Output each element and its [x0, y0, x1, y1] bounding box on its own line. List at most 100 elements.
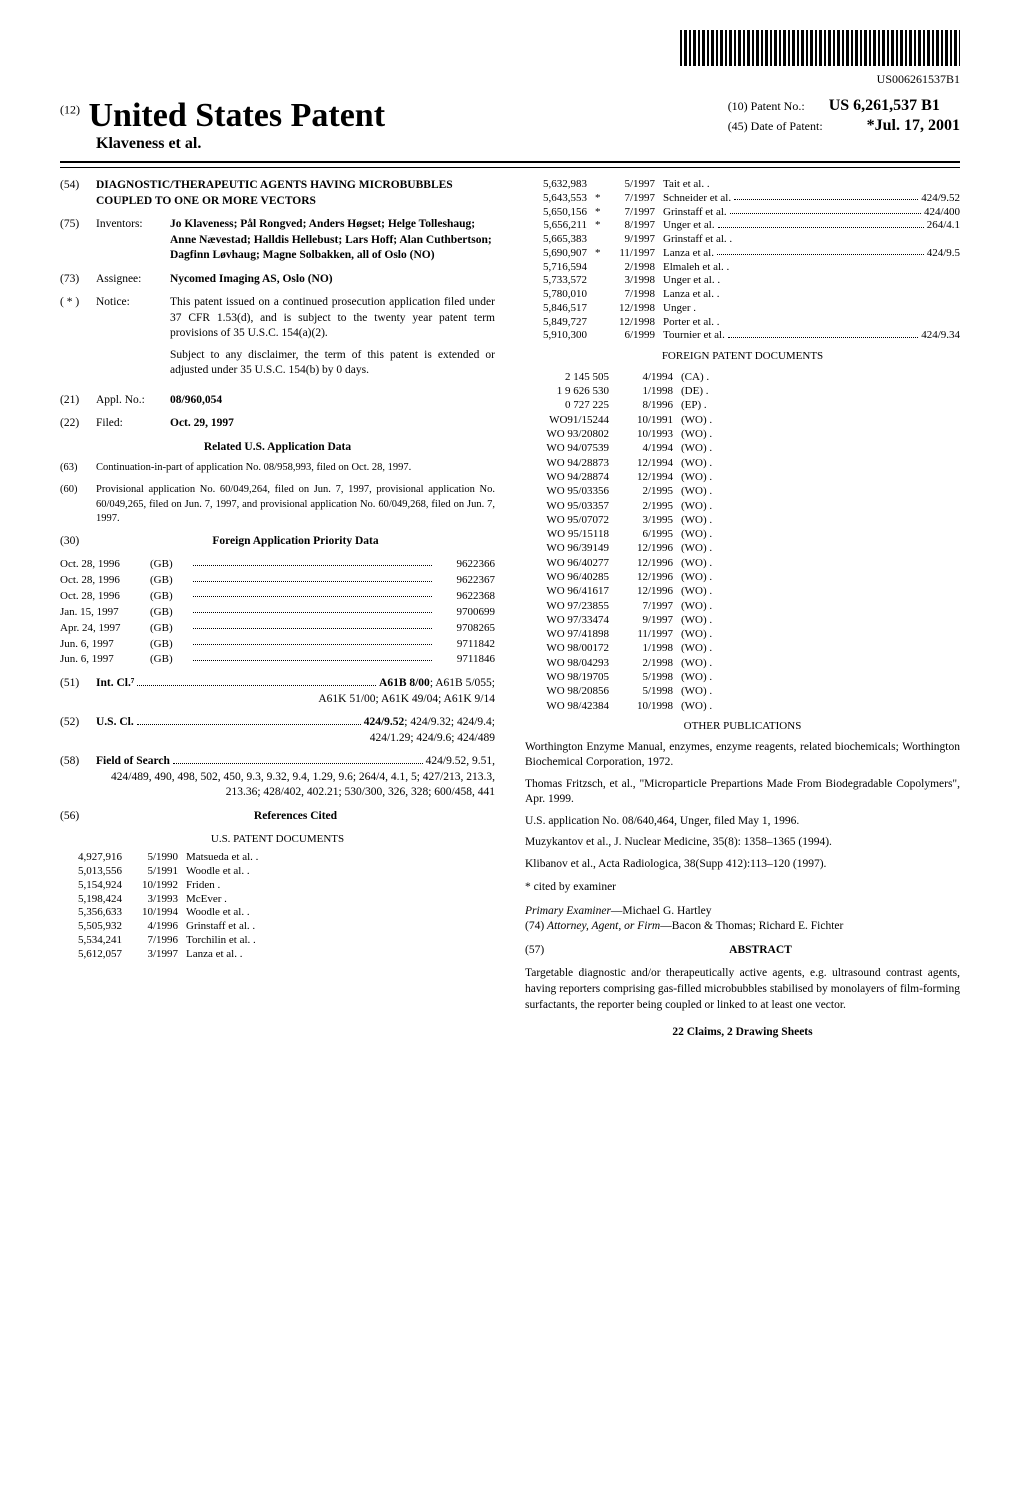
field-main: 424/9.52, 9.51, [426, 754, 495, 770]
ref-asterisk: * [595, 192, 607, 206]
intcl-rest-inline: ; A61B 5/055; [430, 676, 495, 692]
foreign-patent-row: WO91/1524410/1991(WO) . [525, 413, 960, 427]
right-header: (10) Patent No.: US 6,261,537 B1 (45) Da… [728, 97, 960, 137]
patent-ref-row: 5,733,5723/1998Unger et al. . [525, 274, 960, 288]
fp-num: (30) [60, 534, 96, 550]
abstract-text: Targetable diagnostic and/or therapeutic… [525, 966, 960, 1013]
ref-name: Porter et al. . [663, 316, 960, 330]
ref-date: 8/1997 [607, 219, 663, 233]
ref-date: 7/1998 [607, 288, 663, 302]
fpat-cc: (WO) . [681, 513, 960, 527]
other-pubs-title: OTHER PUBLICATIONS [525, 719, 960, 734]
assignee-name: Nycomed Imaging AS, Oslo (NO) [170, 273, 333, 285]
header-row: (12) United States Patent Klaveness et a… [60, 97, 960, 153]
filed-val: Oct. 29, 1997 [170, 416, 495, 432]
ref-name: Woodle et al. . [186, 865, 495, 879]
notice-para1: This patent issued on a continued prosec… [170, 295, 495, 342]
notice-para2: Subject to any disclaimer, the term of t… [170, 348, 495, 379]
fpat-num: WO 95/15118 [525, 527, 625, 541]
fpat-cc: (DE) . [681, 384, 960, 398]
fpat-cc: (WO) . [681, 441, 960, 455]
fpat-cc: (WO) . [681, 699, 960, 713]
ref-name: Grinstaff et al.424/400 [663, 206, 960, 220]
dots [193, 652, 432, 660]
ref-asterisk [595, 274, 607, 288]
field-content: Field of Search 424/9.52, 9.51, 424/489,… [96, 754, 495, 801]
fp-cc: (GB) [150, 573, 190, 588]
intcl-content: Int. Cl.⁷ A61B 8/00; A61B 5/055; A61K 51… [96, 676, 495, 707]
ref-name: Tournier et al.424/9.34 [663, 329, 960, 343]
ref-asterisk: * [595, 206, 607, 220]
fp-cc: (GB) [150, 557, 190, 572]
foreign-patent-row: WO 98/001721/1998(WO) . [525, 641, 960, 655]
ref-num: 5,505,932 [60, 920, 130, 934]
dots [193, 605, 432, 613]
fpat-num: WO 93/20802 [525, 427, 625, 441]
fpat-cc: (WO) . [681, 427, 960, 441]
fp-app-num: 9711842 [435, 637, 495, 652]
ref-date: 7/1997 [607, 192, 663, 206]
patent-ref-row: 5,650,156*7/1997Grinstaff et al.424/400 [525, 206, 960, 220]
fpat-num: WO 98/00172 [525, 641, 625, 655]
assignee-row: (73) Assignee: Nycomed Imaging AS, Oslo … [60, 272, 495, 288]
fp-app-num: 9622367 [435, 573, 495, 588]
fpat-num: WO 96/40285 [525, 570, 625, 584]
doc-type-heading: (12) United States Patent [60, 97, 385, 135]
ref-num: 5,665,383 [525, 233, 595, 247]
ref-name: Tait et al. . [663, 178, 960, 192]
fpat-cc: (WO) . [681, 456, 960, 470]
fp-cc: (GB) [150, 605, 190, 620]
barcode-section: US006261537B1 [60, 30, 960, 87]
foreign-patent-row: WO 96/4027712/1996(WO) . [525, 556, 960, 570]
intcl-main: A61B 8/00 [379, 676, 430, 692]
foreign-patent-row: WO 94/075394/1994(WO) . [525, 441, 960, 455]
fpat-cc: (WO) . [681, 613, 960, 627]
ref-num: 5,780,010 [525, 288, 595, 302]
ref-date: 5/1990 [130, 851, 186, 865]
fpat-date: 6/1995 [625, 527, 681, 541]
foreign-patent-row: WO 96/4028512/1996(WO) . [525, 570, 960, 584]
ref-asterisk [595, 288, 607, 302]
fpat-num: WO 96/41617 [525, 584, 625, 598]
fpat-num: WO 95/03357 [525, 499, 625, 513]
ref-date: 2/1998 [607, 261, 663, 275]
doc-type: United States Patent [89, 97, 386, 134]
uscl-rest-inline: ; 424/9.32; 424/9.4; [404, 715, 495, 731]
filed-label: Filed: [96, 416, 170, 432]
ref-num: 5,632,983 [525, 178, 595, 192]
ref-num: 5,154,924 [60, 879, 130, 893]
fpat-date: 1/1998 [625, 641, 681, 655]
publication-entry: Worthington Enzyme Manual, enzymes, enzy… [525, 740, 960, 771]
fpat-num: WO 94/07539 [525, 441, 625, 455]
fpat-date: 3/1995 [625, 513, 681, 527]
fpat-date: 5/1998 [625, 684, 681, 698]
fp-cc: (GB) [150, 621, 190, 636]
ref-date: 3/1998 [607, 274, 663, 288]
fp-container: Oct. 28, 1996(GB)9622366Oct. 28, 1996(GB… [60, 557, 495, 667]
patent-ref-row: 4,927,9165/1990Matsueda et al. . [60, 851, 495, 865]
notice-row: ( * ) Notice: This patent issued on a co… [60, 295, 495, 385]
ref-name: Unger . [663, 302, 960, 316]
ref-num: 5,013,556 [60, 865, 130, 879]
fpat-cc: (WO) . [681, 584, 960, 598]
fp-app-num: 9711846 [435, 652, 495, 667]
ref-date: 12/1998 [607, 302, 663, 316]
ref-asterisk [595, 302, 607, 316]
ref-num: 5,910,300 [525, 329, 595, 343]
foreign-patent-row: WO 96/4161712/1996(WO) . [525, 584, 960, 598]
filed-row: (22) Filed: Oct. 29, 1997 [60, 416, 495, 432]
ref-asterisk: * [595, 219, 607, 233]
us-patents-right: 5,632,9835/1997Tait et al. .5,643,553*7/… [525, 178, 960, 343]
right-column: 5,632,9835/1997Tait et al. .5,643,553*7/… [525, 178, 960, 1041]
fp-app-num: 9708265 [435, 621, 495, 636]
fpat-cc: (WO) . [681, 541, 960, 555]
rule-thick [60, 161, 960, 163]
ref-num: 5,690,907 [525, 247, 595, 261]
fpat-num: WO 94/28873 [525, 456, 625, 470]
foreign-patent-row: 2 145 5054/1994(CA) . [525, 370, 960, 384]
related-text: Continuation-in-part of application No. … [96, 461, 495, 475]
publication-entry: U.S. application No. 08/640,464, Unger, … [525, 814, 960, 830]
patent-date: *Jul. 17, 2001 [867, 117, 960, 134]
ref-date: 5/1991 [130, 865, 186, 879]
fpat-num: WO91/15244 [525, 413, 625, 427]
